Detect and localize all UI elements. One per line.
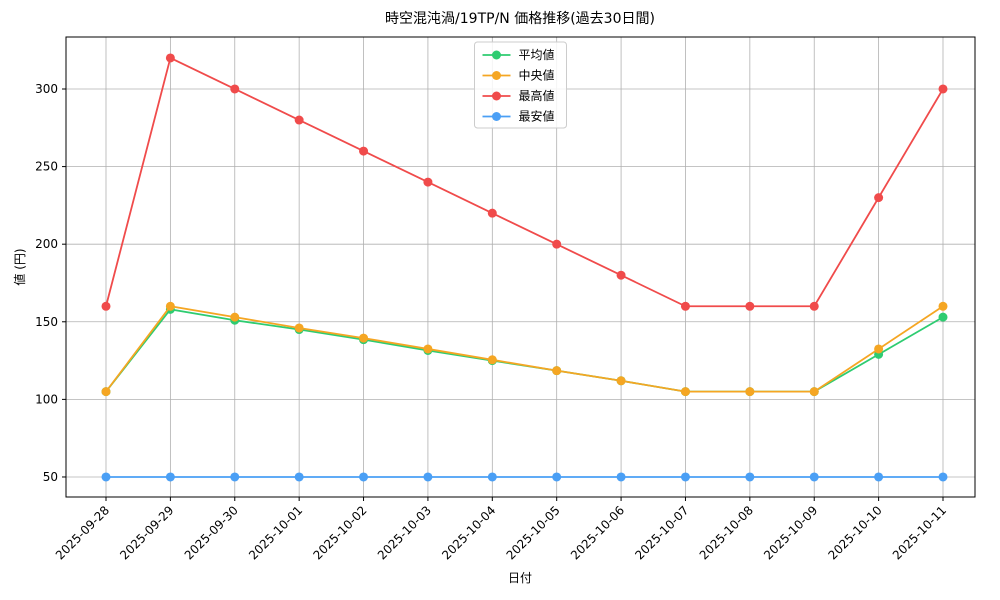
point xyxy=(487,355,497,365)
point xyxy=(487,472,497,482)
point xyxy=(616,472,626,482)
point xyxy=(745,301,755,311)
point xyxy=(359,333,369,343)
series-line xyxy=(105,305,944,393)
point xyxy=(101,301,111,311)
point xyxy=(680,472,690,482)
point xyxy=(294,472,304,482)
point xyxy=(359,146,369,156)
y-tick-label: 50 xyxy=(43,470,58,484)
point xyxy=(230,472,240,482)
point xyxy=(552,239,562,249)
legend-marker xyxy=(492,50,501,60)
y-tick-label: 250 xyxy=(35,160,58,174)
legend-label: 中央値 xyxy=(519,68,555,83)
point xyxy=(938,472,948,482)
point xyxy=(101,472,111,482)
point xyxy=(423,344,433,354)
y-tick-label: 200 xyxy=(35,237,58,251)
y-axis-label: 値 (円) xyxy=(12,248,27,285)
point xyxy=(874,472,884,482)
point xyxy=(165,53,175,63)
y-tick-label: 150 xyxy=(35,315,58,329)
point xyxy=(809,472,819,482)
point xyxy=(165,301,175,311)
point xyxy=(616,376,626,386)
point xyxy=(294,323,304,333)
legend-box xyxy=(474,41,567,129)
chart-title: 時空混沌渦/19TP/N 価格推移(過去30日間) xyxy=(385,11,655,27)
point xyxy=(552,472,562,482)
x-axis-label: 日付 xyxy=(508,571,532,585)
plot-frame xyxy=(65,36,976,498)
point xyxy=(230,84,240,94)
point xyxy=(359,472,369,482)
point xyxy=(616,270,626,280)
point xyxy=(552,366,562,376)
point xyxy=(874,344,884,354)
point xyxy=(101,387,111,397)
y-tick-label: 100 xyxy=(35,392,58,406)
point xyxy=(423,177,433,187)
point xyxy=(745,472,755,482)
legend-label: 平均値 xyxy=(519,47,555,62)
point xyxy=(809,301,819,311)
legend-marker xyxy=(492,71,501,80)
point xyxy=(938,312,948,322)
point xyxy=(809,387,819,397)
point xyxy=(294,115,304,125)
legend-marker xyxy=(492,112,501,121)
point xyxy=(874,193,884,203)
point xyxy=(680,301,690,311)
point xyxy=(745,387,755,397)
series-line xyxy=(105,56,944,308)
point xyxy=(680,387,690,397)
point xyxy=(938,301,948,311)
point xyxy=(423,472,433,482)
y-tick-label: 300 xyxy=(35,82,58,96)
point xyxy=(487,208,497,218)
point xyxy=(230,312,240,322)
point xyxy=(938,84,948,94)
legend-label: 最安値 xyxy=(519,109,555,124)
legend-label: 最高値 xyxy=(519,88,555,103)
point xyxy=(165,472,175,482)
legend-marker xyxy=(492,91,501,101)
